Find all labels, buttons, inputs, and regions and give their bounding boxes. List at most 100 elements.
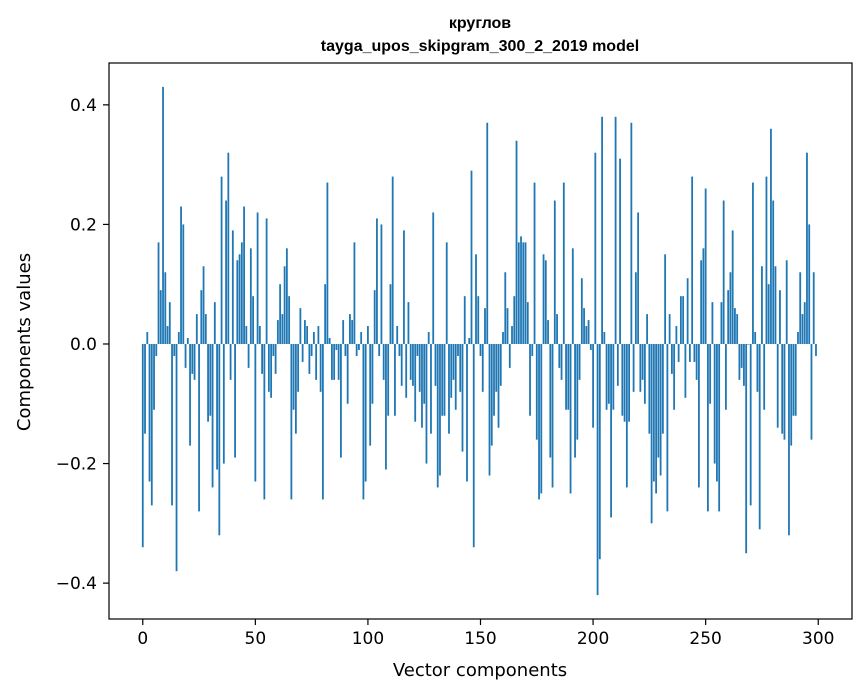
bar: [670, 343, 673, 374]
bar: [718, 343, 721, 512]
bar: [484, 308, 486, 344]
bar: [695, 343, 698, 380]
bar: [668, 314, 671, 344]
bar: [666, 343, 669, 512]
bar: [373, 290, 376, 344]
bar: [450, 343, 453, 398]
bar: [367, 326, 369, 344]
bar: [461, 343, 464, 452]
bar: [551, 343, 554, 488]
bar: [385, 343, 387, 470]
bar: [141, 343, 144, 548]
bar: [691, 176, 694, 344]
bar: [441, 343, 444, 416]
bar: [493, 343, 495, 416]
bar: [245, 326, 248, 344]
bar: [652, 343, 655, 482]
bar: [567, 343, 570, 410]
bar: [358, 343, 360, 350]
bar: [495, 343, 498, 392]
bar: [448, 343, 450, 434]
y-tick-label: −0.4: [56, 574, 97, 594]
bar: [812, 272, 815, 344]
bar: [619, 158, 621, 344]
bar: [229, 343, 232, 380]
bar: [774, 266, 777, 344]
bar: [459, 343, 462, 392]
bar: [283, 266, 286, 344]
bar: [191, 343, 194, 374]
bar: [686, 278, 689, 344]
bar: [792, 343, 795, 416]
bar: [574, 343, 576, 458]
bar: [558, 343, 561, 368]
bar: [722, 200, 725, 344]
bar: [794, 343, 797, 416]
bar: [414, 343, 417, 422]
bar: [522, 242, 525, 344]
bar: [756, 343, 759, 392]
bar: [607, 343, 610, 404]
bar: [801, 314, 804, 344]
bar: [625, 343, 628, 488]
bar: [355, 343, 358, 356]
bar: [578, 343, 581, 380]
bar: [297, 343, 300, 392]
bar: [612, 343, 615, 410]
bar: [506, 308, 509, 344]
bar: [475, 254, 477, 344]
bar: [731, 230, 734, 344]
x-axis-ticks: 0 50 100 150 200 250 300: [137, 619, 834, 649]
bar: [693, 343, 696, 362]
bar: [274, 343, 277, 374]
bar: [276, 320, 279, 344]
bar: [679, 296, 682, 344]
bar: [758, 343, 761, 530]
bar: [364, 343, 367, 482]
bar: [535, 343, 538, 440]
bar: [234, 343, 236, 458]
bar: [763, 343, 766, 410]
bar: [416, 343, 419, 356]
bar: [544, 260, 547, 344]
bar: [195, 314, 198, 344]
bar: [162, 86, 164, 344]
bar: [225, 200, 227, 344]
bar: [254, 343, 257, 482]
bar: [443, 343, 446, 416]
bar: [182, 224, 185, 344]
bar: [655, 343, 658, 494]
bar: [765, 176, 768, 344]
bar: [249, 248, 252, 344]
bar: [335, 343, 338, 350]
bar: [353, 242, 356, 344]
bar: [592, 343, 594, 428]
bar: [155, 343, 158, 356]
bar: [569, 343, 572, 494]
bar: [648, 343, 651, 434]
bar: [150, 343, 153, 506]
bar: [148, 343, 151, 482]
bar: [779, 290, 781, 344]
bar: [808, 224, 811, 344]
bar: [346, 343, 349, 404]
bar: [342, 320, 345, 344]
chart-subtitle: tayga_upos_skipgram_300_2_2019 model: [321, 38, 639, 55]
bar: [788, 343, 790, 536]
bar: [556, 314, 558, 344]
bar: [738, 343, 741, 380]
bar: [421, 343, 423, 428]
bar: [351, 320, 354, 344]
bar: [425, 343, 428, 464]
bar: [457, 343, 459, 356]
bar: [716, 343, 718, 482]
bar: [218, 343, 221, 536]
bar: [740, 343, 743, 368]
bar: [312, 332, 315, 344]
bar: [511, 326, 513, 344]
bar: [294, 343, 297, 434]
bar: [725, 343, 727, 410]
bar: [598, 343, 601, 560]
bar: [673, 343, 676, 410]
